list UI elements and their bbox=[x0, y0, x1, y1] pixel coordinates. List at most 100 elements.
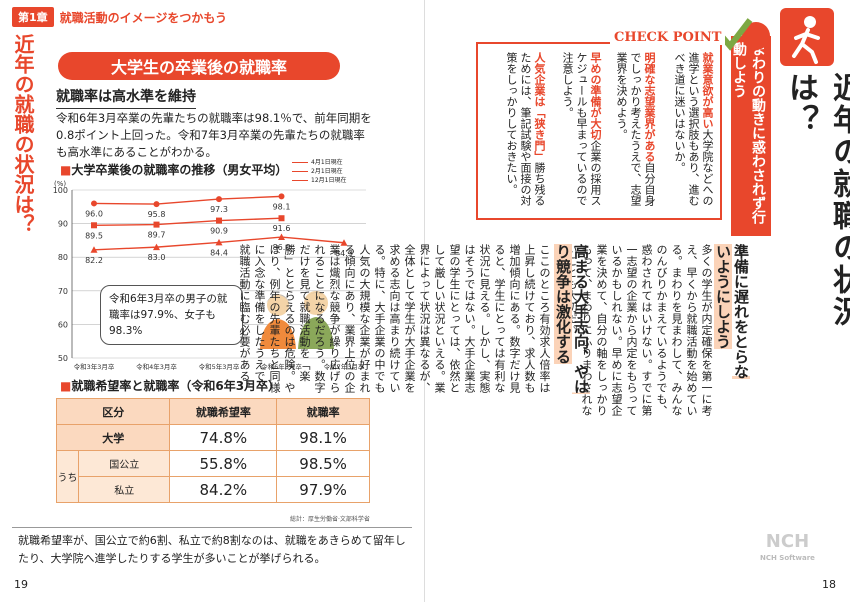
side-title: 近年の就職の状況は？ bbox=[11, 34, 35, 234]
checkpoint-label: CHECK POINT bbox=[610, 30, 726, 45]
elderly-couple-illustration bbox=[260, 291, 334, 349]
data-point bbox=[278, 215, 285, 222]
x-tick-label: 令和4年3月卒 bbox=[136, 362, 177, 371]
table-row: 私立 84.2% 97.9% bbox=[57, 476, 370, 503]
main-title: 近年の就職の状況は？ bbox=[783, 72, 850, 328]
data-label: 97.3 bbox=[210, 205, 228, 214]
page-number-left: 19 bbox=[14, 578, 28, 591]
data-point bbox=[216, 217, 222, 224]
checkpoint-box: 就業意欲が高い大学院などへの進学という選択肢もあり、進むべき道に迷いはないか。 … bbox=[476, 42, 722, 220]
data-point bbox=[278, 193, 285, 200]
checkpoint-body: 自分自身でしっかり考えたうえで、志望業界を決めよう。 bbox=[615, 52, 656, 206]
running-person-icon bbox=[780, 8, 834, 66]
left-page: 第1章 就職活動のイメージをつかもう 近年の就職の状況は？ 大学生の卒業後の就職… bbox=[11, 0, 425, 602]
checkpoint-body: 企業の採用スケジュールも早まっているので注意しよう。 bbox=[561, 52, 602, 206]
data-label: 95.8 bbox=[148, 210, 166, 219]
table-cell: 98.1% bbox=[276, 424, 370, 451]
chart-legend: 4月1日現在 2月1日現在 12月1日現在 bbox=[292, 158, 346, 185]
x-tick-label: 令和6年3月卒 bbox=[261, 362, 302, 371]
y-tick-label: 50 bbox=[58, 354, 68, 363]
check-banner: まわりの動きに惑わされず行動しよう bbox=[731, 36, 771, 236]
data-label: 89.7 bbox=[148, 231, 166, 240]
data-point bbox=[91, 200, 97, 207]
checkpoint-body: 勝ち残るためには、筆記試験や面接の対策をしっかりしておきたい。 bbox=[505, 52, 546, 206]
body-text-1: 多くの学生が内定確保を第一に考え、早くから就職活動を始めている。まわりを見まわし… bbox=[565, 244, 713, 417]
data-point bbox=[340, 239, 348, 246]
y-tick-label: 100 bbox=[53, 186, 68, 195]
data-point bbox=[90, 246, 98, 253]
section-heading: 大学生の卒業後の就職率 bbox=[58, 52, 340, 80]
checkpoint-item: 人気企業は「狭き門」勝ち残るためには、筆記試験や面接の対策をしっかりしておきたい… bbox=[504, 52, 546, 212]
data-label: 84.4 bbox=[210, 248, 228, 257]
chapter-title: 就職活動のイメージをつかもう bbox=[59, 10, 228, 25]
legend-item: 4月1日現在 bbox=[292, 158, 346, 167]
legend-item: 12月1日現在 bbox=[292, 176, 346, 185]
table-row: うち 国公立 55.8% 98.5% bbox=[56, 450, 370, 503]
data-point bbox=[153, 243, 160, 251]
watermark: NCH NCH Software bbox=[760, 531, 815, 566]
row-label: 私立 bbox=[77, 476, 171, 503]
checkpoint-item: 就業意欲が高い大学院などへの進学という選択肢もあり、進むべき道に迷いはないか。 bbox=[672, 52, 714, 212]
series-line bbox=[93, 217, 282, 226]
table-cell: 84.2% bbox=[169, 476, 278, 503]
data-point bbox=[153, 201, 160, 208]
watermark-sub: NCH Software bbox=[760, 554, 815, 562]
subheading: 就職率は高水準を維持 bbox=[56, 86, 196, 109]
legend-label: 2月1日現在 bbox=[311, 168, 343, 175]
data-point bbox=[216, 196, 222, 203]
chart-title: ■大学卒業後の就職率の推移（男女平均） bbox=[60, 161, 287, 178]
data-label: 91.6 bbox=[273, 224, 291, 233]
heading-1-text: 準備に遅れをとらないようにしよう bbox=[714, 244, 750, 379]
bullet-square-icon: ■ bbox=[60, 163, 72, 177]
data-label: 82.2 bbox=[85, 256, 103, 265]
data-label: 98.1 bbox=[273, 202, 291, 211]
x-tick-label: 令和7年3月卒 bbox=[324, 362, 365, 371]
legend-item: 2月1日現在 bbox=[292, 167, 346, 176]
y-tick-label: 90 bbox=[58, 220, 68, 229]
y-tick-label: 70 bbox=[58, 287, 68, 296]
checkpoint-head: 就業意欲が高い bbox=[701, 52, 714, 129]
chart-title-text: 大学卒業後の就職率の推移（男女平均） bbox=[71, 163, 288, 177]
data-label: 86.0 bbox=[273, 243, 291, 252]
heading-2-text: 高まる大手志向、やはり競争は激化する bbox=[554, 244, 590, 394]
checkpoint-item: 明確な志望業界がある自分自身でしっかり考えたうえで、志望業界を決めよう。 bbox=[614, 52, 656, 212]
checkpoint-head: 早めの準備が大切 bbox=[589, 52, 602, 140]
table-header: 就職希望率 bbox=[169, 398, 278, 425]
table-cell: 74.8% bbox=[169, 424, 278, 451]
data-label: 90.9 bbox=[210, 227, 228, 236]
table-header-row: 区分 就職希望率 就職率 bbox=[55, 398, 370, 425]
bullet-square-icon: ■ bbox=[60, 379, 72, 393]
y-axis-label: (%) bbox=[54, 180, 66, 188]
series-line bbox=[93, 195, 282, 205]
callout-bubble: 令和6年3月卒の男子の就職率は97.9%、女子も98.3% bbox=[100, 285, 243, 345]
row-label: 大学 bbox=[55, 424, 171, 451]
data-label: 96.0 bbox=[85, 209, 103, 218]
x-tick-label: 令和5年3月卒 bbox=[199, 362, 240, 371]
data-point bbox=[153, 221, 160, 228]
row-label: 国公立 bbox=[77, 450, 171, 477]
table-title: ■就職希望率と就職率（令和6年3月卒） bbox=[60, 377, 280, 394]
heading-1: 準備に遅れをとらないようにしよう bbox=[714, 244, 750, 384]
table-cell: 98.5% bbox=[276, 450, 370, 477]
data-point bbox=[278, 233, 285, 241]
chapter-bar: 第1章 就職活動のイメージをつかもう bbox=[12, 7, 228, 27]
table-header: 区分 bbox=[55, 398, 171, 425]
data-point bbox=[91, 222, 97, 229]
watermark-logo: NCH bbox=[765, 531, 810, 552]
checkpoint-body: 大学院などへの進学という選択肢もあり、進むべき道に迷いはないか。 bbox=[673, 52, 714, 206]
heading-2: 高まる大手志向、やはり競争は激化する bbox=[554, 244, 590, 394]
table-row: 大学 74.8% 98.1% bbox=[55, 424, 370, 451]
data-label: 89.5 bbox=[85, 231, 103, 240]
intro-paragraph: 令和6年3月卒業の先輩たちの就職率は98.1％で、前年同期を0.8ポイント上回っ… bbox=[56, 111, 372, 159]
row-group-label: うち bbox=[56, 450, 79, 503]
chapter-number: 第1章 bbox=[12, 7, 54, 27]
body-text-2: ここのところ有効求人倍率は上昇し続けており、求人数も増加傾向にある。数字だけ見る… bbox=[238, 244, 551, 394]
checkpoint-head: 明確な志望業界がある bbox=[643, 52, 656, 162]
page-number-right: 18 bbox=[822, 578, 836, 591]
checkpoint-head: 人気企業は「狭き門」 bbox=[533, 52, 546, 162]
data-point bbox=[215, 238, 223, 246]
data-label: 83.0 bbox=[148, 253, 166, 262]
y-tick-label: 60 bbox=[58, 320, 68, 329]
table-cell: 97.9% bbox=[276, 476, 370, 503]
table-header: 就職率 bbox=[276, 398, 370, 425]
